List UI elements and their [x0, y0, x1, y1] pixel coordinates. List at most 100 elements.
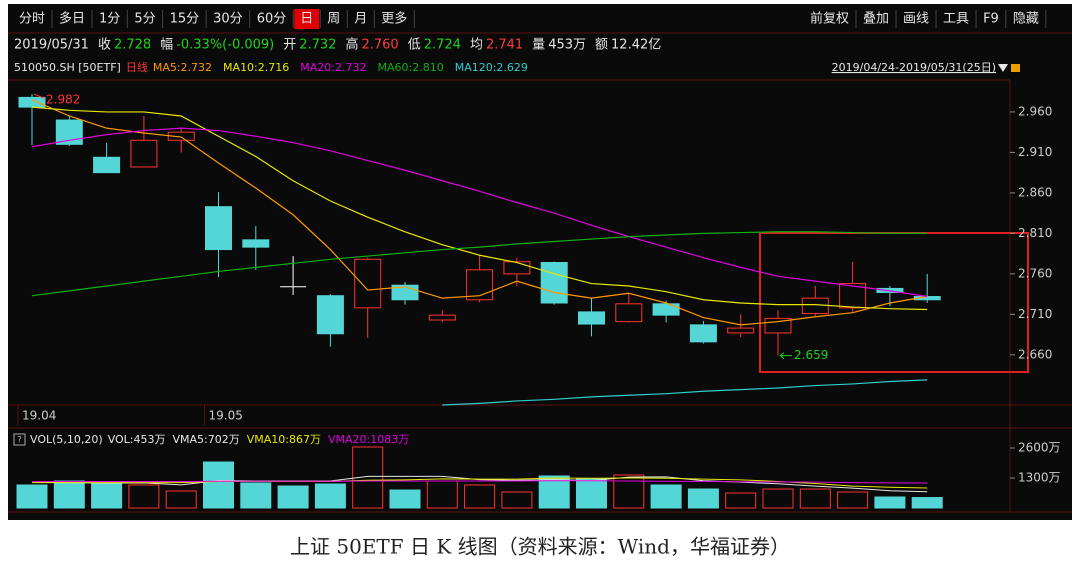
- candle-body: [503, 261, 531, 275]
- volume-bar: [165, 490, 197, 509]
- y-tick-label: 2.910: [1018, 145, 1052, 159]
- tab[interactable]: 周: [327, 12, 340, 27]
- legend-entry: MA5:2.732: [153, 61, 212, 74]
- tab[interactable]: 1分: [99, 12, 120, 27]
- candle-body: [801, 297, 829, 315]
- legend-entry: VMA10:867万: [247, 433, 321, 446]
- tab[interactable]: 日: [300, 12, 313, 27]
- candle-body: [130, 139, 158, 168]
- legend-entry: MA10:2.716: [223, 61, 289, 74]
- tool-button[interactable]: 隐藏: [1013, 12, 1039, 27]
- tool-button[interactable]: 工具: [943, 12, 969, 27]
- quote-label: 幅: [160, 38, 173, 53]
- tab[interactable]: 5分: [134, 12, 155, 27]
- vma-line: [32, 480, 928, 484]
- x-tick-label: 19.04: [22, 409, 56, 423]
- volume-bar: [277, 485, 309, 509]
- quote-label: 开: [283, 38, 296, 53]
- tab[interactable]: 更多: [381, 11, 407, 27]
- ma-line: [31, 231, 928, 297]
- quote-label: 低: [408, 38, 421, 53]
- quote-value: -0.33%(-0.009): [176, 38, 274, 53]
- volume-bar: [762, 488, 794, 509]
- tab[interactable]: 60分: [257, 12, 287, 27]
- y-tick-label: 2.660: [1018, 347, 1052, 361]
- legend-entry: MA60:2.810: [377, 61, 443, 74]
- volume-bar: [426, 480, 458, 509]
- candle-body: [354, 258, 382, 309]
- tool-button[interactable]: 叠加: [863, 12, 889, 27]
- legend-entry: MA20:2.732: [300, 61, 366, 74]
- quote-date: 2019/05/31: [14, 38, 89, 53]
- quote-value: 2.741: [486, 38, 523, 53]
- volume-bar: [314, 483, 346, 509]
- y-tick-label: 2.810: [1018, 226, 1052, 240]
- background: [8, 4, 1072, 520]
- candle-body: [615, 303, 643, 323]
- volume-title: VOL(5,10,20): [30, 433, 103, 446]
- candle-body: [578, 311, 605, 325]
- quote-label: 额: [595, 38, 608, 53]
- tab[interactable]: 15分: [170, 12, 200, 27]
- quote-value: 12.42亿: [611, 38, 661, 53]
- quote-label: 高: [345, 37, 358, 53]
- min-arrow: [779, 352, 792, 360]
- tool-button[interactable]: F9: [983, 12, 999, 27]
- quote-value: 2.732: [299, 38, 336, 53]
- quote-value: 2.760: [361, 38, 398, 53]
- date-range[interactable]: 2019/04/24-2019/05/31(25日): [832, 61, 996, 74]
- volume-bar: [576, 478, 607, 509]
- volume-bar: [128, 484, 160, 509]
- volume-bar: [389, 489, 421, 509]
- tab-highlight: [294, 9, 320, 29]
- max-label: 2.982: [46, 93, 80, 107]
- volume-bar: [911, 497, 943, 509]
- ma-line: [31, 106, 928, 311]
- max-arrow: [33, 93, 45, 99]
- ma-line: [31, 99, 928, 326]
- tab[interactable]: 分时: [19, 12, 45, 27]
- volume-bar: [799, 488, 831, 509]
- y-tick-label: 2600万: [1018, 440, 1061, 454]
- period: 日线: [126, 60, 148, 74]
- legend-entry: VMA5:702万: [173, 433, 240, 446]
- help-icon-text: ?: [17, 436, 22, 446]
- legend-entry: MA120:2.629: [455, 61, 528, 74]
- candle-body: [205, 206, 232, 251]
- y-tick-label: 1300万: [1018, 470, 1061, 484]
- tab[interactable]: 月: [354, 12, 367, 27]
- candle-body: [689, 324, 717, 343]
- quote-value: 2.728: [114, 38, 151, 53]
- volume-bar: [501, 491, 533, 509]
- volume-bar: [650, 484, 682, 509]
- volume-bar: [91, 482, 123, 509]
- candle-body: [727, 327, 755, 334]
- volume-bar: [203, 461, 234, 509]
- volume-bar: [874, 496, 906, 509]
- tab[interactable]: 30分: [213, 12, 243, 27]
- quote-value: 2.724: [424, 38, 461, 53]
- candle-body: [316, 295, 344, 335]
- volume-bar: [464, 484, 496, 509]
- candle-body: [428, 314, 456, 321]
- volume-bar: [837, 491, 869, 509]
- tab[interactable]: 多日: [59, 11, 85, 27]
- legend-entry: VOL:453万: [108, 433, 166, 446]
- volume-bar: [613, 474, 645, 509]
- candle-body: [466, 269, 494, 301]
- candle-body: [540, 262, 568, 304]
- volume-bar: [240, 482, 272, 509]
- legend-entry: VMA20:1083万: [328, 433, 409, 446]
- candle-body: [93, 156, 121, 174]
- candle-body: [242, 239, 270, 248]
- min-label: 2.659: [794, 348, 828, 362]
- tool-button[interactable]: 画线: [903, 12, 929, 27]
- help-icon: [13, 433, 26, 446]
- y-tick-label: 2.760: [1018, 266, 1052, 280]
- dropdown-icon[interactable]: [998, 64, 1008, 72]
- candle-body: [18, 96, 46, 108]
- volume-bar: [16, 484, 48, 509]
- volume-bar: [687, 488, 719, 509]
- tool-button[interactable]: 前复权: [810, 11, 849, 27]
